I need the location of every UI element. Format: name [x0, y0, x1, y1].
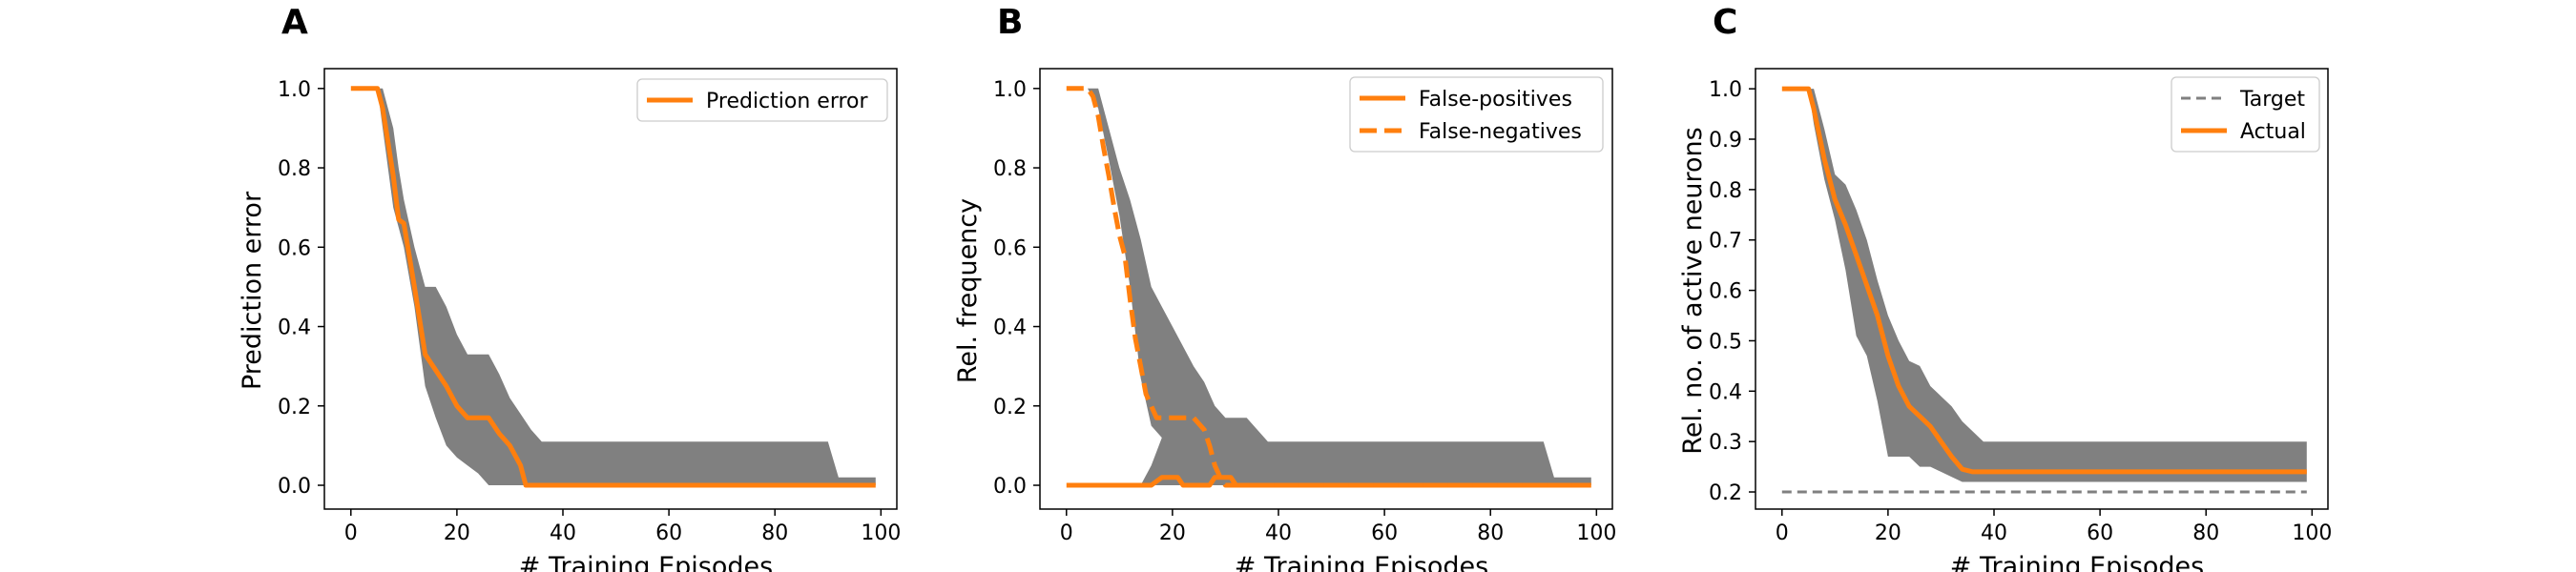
panel-b-variance-band-1 [1140, 418, 1268, 485]
panel-b-plot-area: 0 20 40 60 80 100 0.0 0.2 0.4 0.6 0.8 1.0 [993, 68, 1616, 545]
panel-c-letter: C [1713, 3, 1737, 42]
panel-b-x-tick-label: 80 [1477, 521, 1504, 545]
panel-a-x-tick-label: 20 [444, 521, 470, 545]
panel-c-y-tick-label: 0.8 [1709, 179, 1742, 203]
panel-b-legend-label-false-positives: False-positives [1419, 88, 1572, 112]
panel-b-legend-label-false-negatives: False-negatives [1419, 120, 1582, 144]
panel-a-legend-label-prediction-error: Prediction error [706, 90, 868, 113]
panel-b: 0 20 40 60 80 100 0.0 0.2 0.4 0.6 0.8 1.0 B # Train… [953, 3, 1616, 572]
panel-b-y-tick-label: 0.6 [993, 236, 1027, 260]
panel-b-y-tick-label: 0.8 [993, 157, 1027, 181]
panel-a-y-tick-label: 0.4 [278, 317, 311, 340]
panel-c-x-tick-label: 20 [1875, 521, 1901, 545]
panel-b-letter: B [997, 3, 1023, 42]
panel-a-x-tick-label: 100 [861, 521, 901, 545]
panel-b-series-line-false-negatives [1066, 86, 1591, 488]
panel-b-x-tick-label: 60 [1371, 521, 1398, 545]
panel-a-axes-frame [323, 68, 898, 510]
panel-a-x-axis-label: # Training Episodes [519, 552, 773, 572]
panel-a-plot-area: 0 20 40 60 80 100 0.0 0.2 0.4 0.6 0.8 1.0 [278, 68, 901, 545]
panel-c-y-tick-label: 0.9 [1709, 129, 1742, 153]
panel-a-y-tick-label: 0.6 [278, 236, 311, 260]
panel-b-series-line-false-positives [1066, 475, 1591, 488]
panel-b-x-tick-label: 40 [1265, 521, 1292, 545]
panel-c-plot-area: 0 20 40 60 80 100 0.2 0.3 0.4 0.5 0.6 0.7 0.8 0.9 1.0 [1709, 68, 2332, 545]
panel-a-x-tick-label: 0 [344, 521, 358, 545]
panel-a-y-tick-label: 1.0 [278, 78, 311, 102]
panel-b-y-axis-label: Rel. frequency [953, 198, 983, 383]
panel-c-y-tick-label: 0.7 [1709, 230, 1742, 254]
panel-c-x-tick-label: 80 [2192, 521, 2219, 545]
panel-a-legend: Prediction error [636, 78, 888, 122]
panel-a-x-tick-label: 80 [761, 521, 788, 545]
panel-c-y-axis-label: Rel. no. of active neurons [1678, 127, 1708, 454]
panel-a-y-tick-label: 0.0 [278, 475, 311, 499]
panel-b-y-tick-label: 0.4 [993, 317, 1027, 340]
panel-b-legend-box [1349, 76, 1604, 153]
panel-a-series-line-prediction-error [350, 86, 876, 488]
panel-c-y-tick-label: 0.6 [1709, 280, 1742, 304]
panel-c-x-tick-label: 0 [1776, 521, 1789, 545]
panel-c-y-tick-label: 0.3 [1709, 431, 1742, 455]
panel-c-x-axis-label: # Training Episodes [1950, 552, 2204, 572]
panel-a-y-tick-label: 0.2 [278, 396, 311, 419]
panel-c-x-tick-label: 40 [1981, 521, 2007, 545]
panel-a-letter: A [281, 3, 308, 42]
panel-b-x-tick-label: 100 [1576, 521, 1616, 545]
panel-c-y-tick-label: 0.4 [1709, 380, 1742, 404]
panel-b-axes-frame [1039, 68, 1613, 510]
panel-a-y-axis-label: Prediction error [238, 191, 267, 390]
panel-b-y-tick-label: 0.2 [993, 396, 1027, 419]
panel-b-y-tick-label: 1.0 [993, 78, 1027, 102]
panel-b-x-axis-label: # Training Episodes [1235, 552, 1488, 572]
panel-b-x-tick-label: 20 [1159, 521, 1186, 545]
panel-c-y-tick-label: 0.2 [1709, 481, 1742, 505]
panel-a-y-tick-label: 0.8 [278, 157, 311, 181]
panel-b-variance-band-0 [1066, 88, 1591, 486]
panel-b-x-tick-label: 0 [1060, 521, 1073, 545]
panel-c-legend-label-target: Target [2239, 88, 2305, 112]
panel-a-x-tick-label: 40 [550, 521, 576, 545]
panel-c-x-tick-label: 60 [2087, 521, 2113, 545]
panel-c-y-tick-label: 0.5 [1709, 330, 1742, 354]
panel-c-variance-band-0 [1781, 89, 2307, 482]
panel-c-series-line-actual [1781, 86, 2307, 475]
panel-b-y-tick-label: 0.0 [993, 475, 1027, 499]
panel-c-x-tick-label: 100 [2292, 521, 2332, 545]
panel-a-x-tick-label: 60 [655, 521, 682, 545]
panel-c-axes-frame [1755, 68, 2329, 510]
panel-b-legend: False-positives False-negatives [1349, 76, 1604, 153]
panel-a: 0 20 40 60 80 100 0.0 0.2 0.4 0.6 0.8 1.0 A # Train… [238, 3, 901, 572]
panel-c-legend-label-actual: Actual [2240, 120, 2306, 144]
panel-c-legend: Target Actual [2171, 76, 2320, 153]
panel-c-y-tick-label: 1.0 [1709, 78, 1742, 102]
panel-c: 0 20 40 60 80 1000.20.30.40.50.60.70.80.91.0 … [1678, 3, 2332, 572]
panel-a-variance-band-0 [350, 88, 876, 486]
panel-a-legend-box [636, 78, 888, 122]
